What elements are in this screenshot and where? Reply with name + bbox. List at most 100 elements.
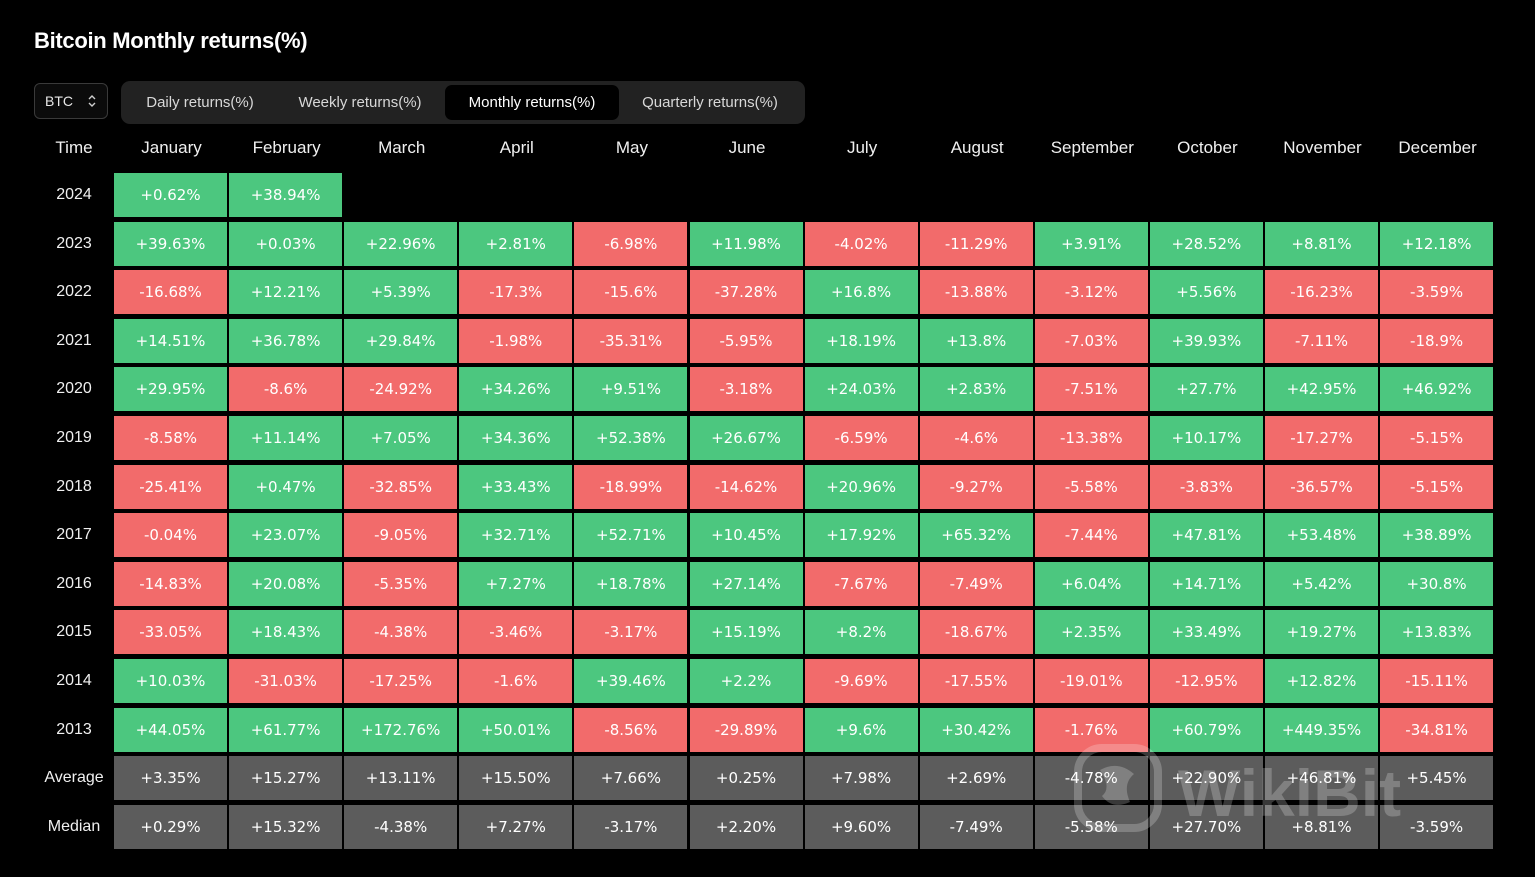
return-cell: -15.11%: [1380, 659, 1494, 703]
return-cell: -3.17%: [574, 610, 688, 655]
up-down-chevron-icon: [88, 95, 96, 107]
return-cell: +34.26%: [459, 367, 573, 412]
return-cell: +36.78%: [229, 318, 343, 363]
return-cell: +20.08%: [229, 561, 343, 606]
tab-quarterly-returns[interactable]: Quarterly returns(%): [642, 94, 778, 111]
return-cell: +33.43%: [459, 464, 573, 509]
return-cell: +3.35%: [114, 756, 227, 801]
return-cell: +27.14%: [689, 561, 803, 606]
return-cell: +0.29%: [114, 804, 227, 849]
return-cell: +18.19%: [804, 318, 918, 363]
return-cell: +23.07%: [229, 513, 343, 558]
return-cell: -3.12%: [1034, 270, 1148, 315]
return-cell: +39.46%: [574, 659, 688, 703]
row-label-2017: 2017: [56, 526, 92, 544]
return-cell: +28.52%: [1149, 221, 1263, 266]
return-cell: +65.32%: [919, 513, 1033, 558]
return-cell: +14.51%: [114, 318, 227, 363]
return-cell: +0.03%: [229, 221, 343, 266]
return-cell: +13.11%: [344, 756, 458, 801]
row-label-2021: 2021: [56, 331, 92, 349]
return-cell: -5.58%: [1034, 464, 1148, 509]
return-cell: -14.62%: [689, 464, 803, 509]
return-cell: +10.17%: [1149, 416, 1263, 460]
column-header-february: February: [252, 138, 321, 157]
column-header-july: July: [846, 138, 878, 157]
return-cell: -17.55%: [919, 659, 1033, 703]
return-cell: +8.2%: [804, 610, 918, 655]
return-cell: -6.59%: [804, 416, 918, 460]
return-cell: -18.67%: [919, 610, 1033, 655]
return-cell: -18.99%: [574, 464, 688, 509]
return-cell: +9.6%: [804, 707, 918, 752]
return-cell: +449.35%: [1265, 707, 1378, 752]
return-cell: +11.98%: [689, 221, 803, 266]
return-cell: -13.38%: [1034, 416, 1148, 460]
row-label-2013: 2013: [56, 720, 92, 738]
return-cell: -14.83%: [114, 561, 227, 606]
return-cell: +7.66%: [574, 756, 688, 801]
return-cell: +5.39%: [344, 270, 458, 315]
return-cell: +17.92%: [804, 513, 918, 558]
return-cell: +33.49%: [1149, 610, 1263, 655]
return-cell: -4.02%: [804, 221, 918, 266]
return-cell: +29.84%: [344, 318, 458, 363]
return-cell: +10.45%: [689, 513, 803, 558]
return-cell: +0.25%: [689, 756, 803, 801]
return-cell: -33.05%: [114, 610, 227, 655]
column-header-september: September: [1050, 138, 1134, 157]
return-cell: -25.41%: [114, 464, 227, 509]
return-cell: +7.05%: [344, 416, 458, 460]
return-cell: +38.89%: [1380, 513, 1494, 558]
asset-select[interactable]: BTC: [34, 83, 108, 119]
return-cell: -3.17%: [574, 804, 688, 849]
return-cell: +13.83%: [1380, 610, 1494, 655]
return-cell: -9.69%: [804, 659, 918, 703]
return-cell: +11.14%: [229, 416, 343, 460]
return-cell: -5.35%: [344, 561, 458, 606]
return-cell: -5.95%: [689, 318, 803, 363]
row-label-2020: 2020: [56, 380, 92, 398]
return-cell: +22.90%: [1149, 756, 1263, 801]
column-header-october: October: [1177, 138, 1238, 157]
return-cell: -8.56%: [574, 707, 688, 752]
return-cell: -7.03%: [1034, 318, 1148, 363]
return-cell: +2.83%: [919, 367, 1033, 412]
return-cell: -18.9%: [1380, 318, 1494, 363]
tab-daily-returns[interactable]: Daily returns(%): [146, 94, 254, 111]
column-header-november: November: [1283, 138, 1362, 157]
return-cell: -4.78%: [1034, 756, 1148, 801]
return-cell: -9.05%: [344, 513, 458, 558]
return-cell: +12.82%: [1265, 659, 1378, 703]
tab-monthly-returns[interactable]: Monthly returns(%): [445, 85, 619, 120]
return-cell: +8.81%: [1265, 221, 1378, 266]
return-cell: +26.67%: [689, 416, 803, 460]
return-cell: +47.81%: [1149, 513, 1263, 558]
row-label-2019: 2019: [56, 429, 92, 446]
return-cell: +30.8%: [1380, 561, 1494, 606]
return-cell: +60.79%: [1149, 707, 1263, 752]
return-cell: +5.56%: [1149, 270, 1263, 315]
return-cell: -19.01%: [1034, 659, 1148, 703]
return-cell: -8.58%: [114, 416, 227, 460]
return-cell: -36.57%: [1265, 464, 1378, 509]
return-cell: -1.98%: [459, 318, 573, 363]
tab-weekly-returns[interactable]: Weekly returns(%): [298, 94, 422, 111]
return-cell: +46.92%: [1380, 367, 1494, 412]
returns-period-tabs: Daily returns(%) Weekly returns(%) Month…: [121, 81, 805, 124]
return-cell: -7.67%: [804, 561, 918, 606]
column-header-june: June: [728, 138, 766, 157]
return-cell: -5.15%: [1380, 416, 1494, 460]
return-cell: +27.70%: [1149, 804, 1263, 849]
return-cell: +15.27%: [229, 756, 343, 801]
return-cell: -6.98%: [574, 221, 688, 266]
return-cell: +7.98%: [804, 756, 918, 801]
return-cell: -7.49%: [919, 561, 1033, 606]
return-cell: -7.49%: [919, 804, 1033, 849]
column-header-august: August: [950, 138, 1004, 157]
return-cell: +2.2%: [689, 659, 803, 703]
return-cell: -1.76%: [1034, 707, 1148, 752]
return-cell: -9.27%: [919, 464, 1033, 509]
row-label-2022: 2022: [56, 283, 92, 301]
return-cell: -12.95%: [1149, 659, 1263, 703]
